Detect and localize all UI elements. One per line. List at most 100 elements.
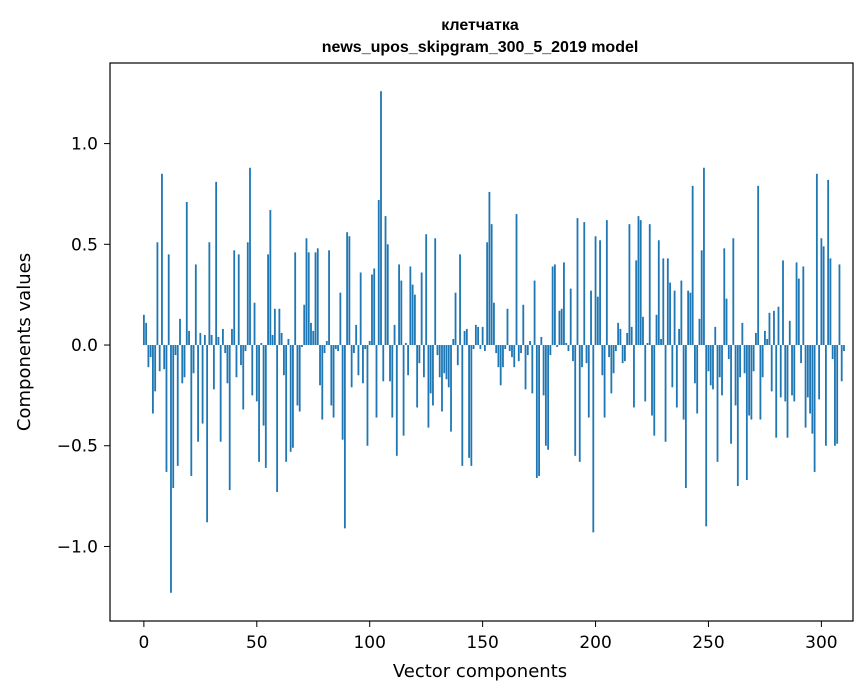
bar bbox=[332, 345, 335, 418]
bar bbox=[391, 345, 394, 418]
bar bbox=[637, 216, 640, 346]
bar bbox=[560, 308, 563, 346]
bar bbox=[316, 248, 319, 346]
bar bbox=[296, 345, 299, 406]
bar bbox=[199, 332, 202, 346]
bar bbox=[353, 345, 355, 354]
bar bbox=[253, 302, 256, 346]
bar bbox=[786, 345, 789, 438]
bar bbox=[237, 254, 240, 346]
bar bbox=[264, 345, 267, 468]
bar bbox=[727, 345, 730, 360]
bar bbox=[334, 345, 337, 350]
bar bbox=[486, 242, 489, 346]
bar bbox=[246, 242, 249, 346]
plot-frame bbox=[109, 62, 854, 622]
bar bbox=[366, 345, 369, 446]
y-tick-label: −0.5 bbox=[57, 437, 98, 457]
bar bbox=[145, 322, 148, 346]
bar bbox=[456, 345, 459, 366]
bar bbox=[721, 345, 723, 396]
bar bbox=[395, 345, 398, 456]
x-tick-label: 100 bbox=[353, 633, 385, 653]
bar bbox=[251, 345, 254, 396]
bar bbox=[341, 345, 344, 440]
bar bbox=[312, 330, 315, 346]
bar bbox=[741, 322, 744, 346]
bar bbox=[660, 338, 662, 346]
bar bbox=[280, 332, 283, 346]
bar bbox=[142, 314, 145, 346]
chart-subtitle: news_upos_skipgram_300_5_2019 model bbox=[322, 39, 639, 56]
bar bbox=[635, 260, 638, 346]
bar bbox=[734, 345, 737, 406]
bar bbox=[325, 340, 328, 346]
bar bbox=[723, 248, 726, 346]
bar bbox=[779, 345, 782, 398]
y-tick-label: 0.5 bbox=[71, 235, 98, 255]
bar bbox=[219, 345, 222, 442]
bar bbox=[818, 345, 821, 400]
bar bbox=[328, 250, 330, 346]
bar bbox=[371, 274, 373, 346]
bar bbox=[472, 345, 475, 350]
bar bbox=[413, 294, 416, 346]
bar bbox=[777, 306, 780, 346]
bar bbox=[696, 345, 699, 414]
bar bbox=[443, 345, 446, 374]
bar bbox=[402, 345, 405, 436]
bar bbox=[750, 345, 753, 420]
bar bbox=[558, 310, 561, 346]
bar bbox=[416, 345, 419, 408]
bar bbox=[409, 266, 412, 346]
bar bbox=[675, 345, 678, 408]
bar bbox=[567, 345, 570, 352]
bar bbox=[235, 345, 238, 378]
bar bbox=[276, 345, 279, 493]
bar bbox=[273, 308, 276, 346]
bar bbox=[355, 324, 358, 346]
bar bbox=[231, 328, 233, 346]
bar bbox=[624, 345, 626, 362]
bar bbox=[836, 345, 839, 444]
bar bbox=[610, 345, 613, 394]
bar bbox=[497, 345, 500, 368]
bar bbox=[533, 280, 536, 346]
bar bbox=[714, 326, 717, 346]
bar bbox=[639, 220, 642, 346]
bar bbox=[364, 345, 367, 350]
bar bbox=[804, 345, 807, 428]
bar bbox=[411, 284, 414, 346]
bar bbox=[526, 345, 529, 356]
bar bbox=[764, 330, 766, 346]
bar bbox=[215, 181, 218, 346]
bar bbox=[743, 345, 746, 374]
bar bbox=[795, 262, 798, 346]
bar bbox=[759, 345, 762, 420]
bar bbox=[802, 266, 805, 346]
bar bbox=[788, 320, 791, 346]
bar bbox=[739, 345, 741, 378]
bar bbox=[761, 345, 764, 378]
bar bbox=[800, 345, 802, 364]
bar bbox=[583, 222, 586, 346]
bar bbox=[373, 268, 376, 346]
bar bbox=[427, 345, 430, 428]
bar bbox=[673, 290, 676, 346]
bar bbox=[596, 296, 599, 346]
bar bbox=[224, 345, 227, 354]
bar bbox=[490, 224, 493, 346]
bar bbox=[599, 240, 601, 346]
bar bbox=[689, 292, 692, 346]
bar bbox=[538, 345, 540, 476]
bar bbox=[630, 326, 633, 346]
bar bbox=[481, 326, 484, 346]
bar bbox=[176, 345, 179, 466]
bar bbox=[188, 330, 190, 346]
bar bbox=[590, 290, 592, 346]
bar bbox=[745, 345, 748, 480]
bar bbox=[773, 310, 775, 346]
bar bbox=[407, 345, 410, 376]
bar bbox=[707, 345, 710, 372]
bar bbox=[310, 322, 312, 346]
